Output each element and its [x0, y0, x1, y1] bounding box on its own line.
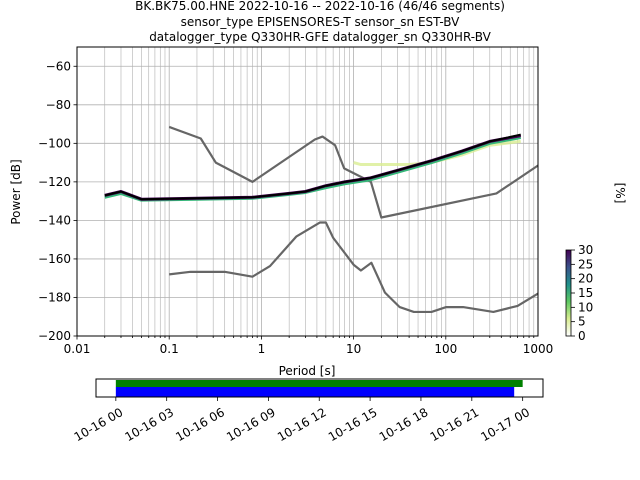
y-tick-label: −140 [38, 213, 71, 227]
colorbar-tick-label: 10 [578, 300, 593, 314]
x-tick-label: 1 [258, 342, 266, 356]
x-tick-label: 1000 [523, 342, 554, 356]
title-line-3: datalogger_type Q330HR-GFE datalogger_sn… [149, 30, 491, 44]
coverage-tick-label: 10-16 15 [326, 405, 380, 444]
colorbar [565, 249, 572, 337]
colorbar-tick-label: 30 [578, 243, 593, 257]
series-nhnm [168, 125, 539, 219]
series-mode [104, 133, 521, 201]
coverage-tick-label: 10-16 21 [428, 405, 482, 444]
grid [76, 47, 538, 337]
colorbar-tick-label: 25 [578, 257, 593, 271]
y-tick-label: −60 [46, 59, 71, 73]
title-line-2: sensor_type EPISENSORES-T sensor_sn EST-… [181, 15, 461, 29]
y-axis-label: Power [dB] [9, 159, 23, 224]
x-tick-label: 0.01 [64, 342, 91, 356]
colorbar-label: [%] [613, 183, 627, 204]
y-tick-label: −180 [38, 290, 71, 304]
series-nlnm [169, 221, 539, 314]
colorbar-tick-label: 0 [578, 329, 586, 343]
y-tick-label: −200 [38, 329, 71, 343]
coverage-bar-data [115, 387, 515, 397]
colorbar-tick-label: 15 [578, 286, 593, 300]
plot-frame [76, 46, 539, 337]
coverage-tick-label: 10-16 06 [173, 405, 227, 444]
coverage-tick-label: 10-16 18 [377, 405, 431, 444]
x-tick-label: 0.1 [160, 342, 179, 356]
coverage-tick-label: 10-16 12 [275, 405, 329, 444]
y-tick-label: −120 [38, 175, 71, 189]
colorbar-tick-label: 20 [578, 272, 593, 286]
series-layer [104, 125, 539, 314]
coverage-tick-label: 10-16 03 [122, 405, 176, 444]
y-tick-label: −100 [38, 136, 71, 150]
x-tick-label: 10 [346, 342, 361, 356]
x-tick-label: 100 [434, 342, 457, 356]
y-tick-label: −80 [46, 98, 71, 112]
y-tick-label: −160 [38, 252, 71, 266]
coverage-tick-label: 10-16 00 [72, 405, 126, 444]
coverage-tick-label: 10-16 09 [224, 405, 278, 444]
x-axis-label: Period [s] [279, 364, 336, 378]
colorbar-tick-label: 5 [578, 315, 586, 329]
coverage-tick-label: 10-17 00 [478, 405, 532, 444]
coverage-bar-processed [115, 380, 523, 387]
title-line-1: BK.BK75.00.HNE 2022-10-16 -- 2022-10-16 … [135, 0, 505, 13]
